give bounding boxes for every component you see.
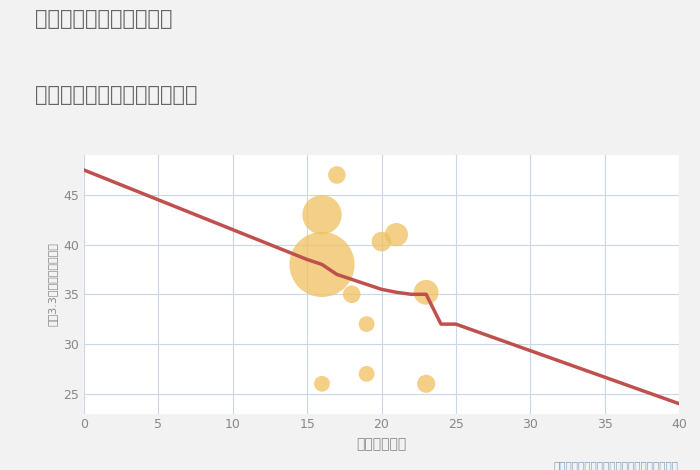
Text: 奈良県奈良市二名東町の: 奈良県奈良市二名東町の — [35, 9, 172, 30]
Point — [361, 370, 372, 377]
Text: 築年数別中古マンション価格: 築年数別中古マンション価格 — [35, 85, 197, 105]
Point — [421, 380, 432, 388]
Text: 円の大きさは、取引のあった物件面積を示す: 円の大きさは、取引のあった物件面積を示す — [554, 460, 679, 470]
X-axis label: 築年数（年）: 築年数（年） — [356, 437, 407, 451]
Point — [316, 261, 328, 268]
Point — [361, 321, 372, 328]
Point — [331, 171, 342, 179]
Point — [346, 290, 357, 298]
Point — [316, 211, 328, 219]
Point — [391, 231, 402, 238]
Point — [316, 380, 328, 388]
Point — [421, 289, 432, 296]
Y-axis label: 坪（3.3㎡）単価（万円）: 坪（3.3㎡）単価（万円） — [48, 243, 57, 326]
Point — [376, 238, 387, 245]
